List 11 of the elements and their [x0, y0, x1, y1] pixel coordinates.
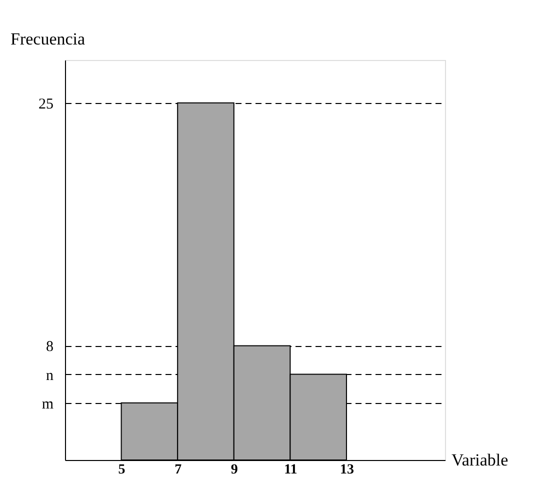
x-tick-label: 13 — [340, 462, 354, 478]
y-tick-label: 25 — [38, 96, 54, 112]
y-tick-label: n — [46, 368, 54, 384]
x-axis-title: Variable — [452, 450, 508, 470]
y-axis-title: Frecuencia — [10, 30, 86, 48]
x-tick-label: 11 — [284, 462, 298, 478]
x-tick-label: 9 — [230, 462, 238, 478]
x-tick-label: 5 — [118, 462, 126, 478]
x-tick-label: 7 — [174, 462, 182, 478]
y-tick-label: m — [42, 396, 54, 412]
y-tick-label: 8 — [46, 339, 54, 356]
